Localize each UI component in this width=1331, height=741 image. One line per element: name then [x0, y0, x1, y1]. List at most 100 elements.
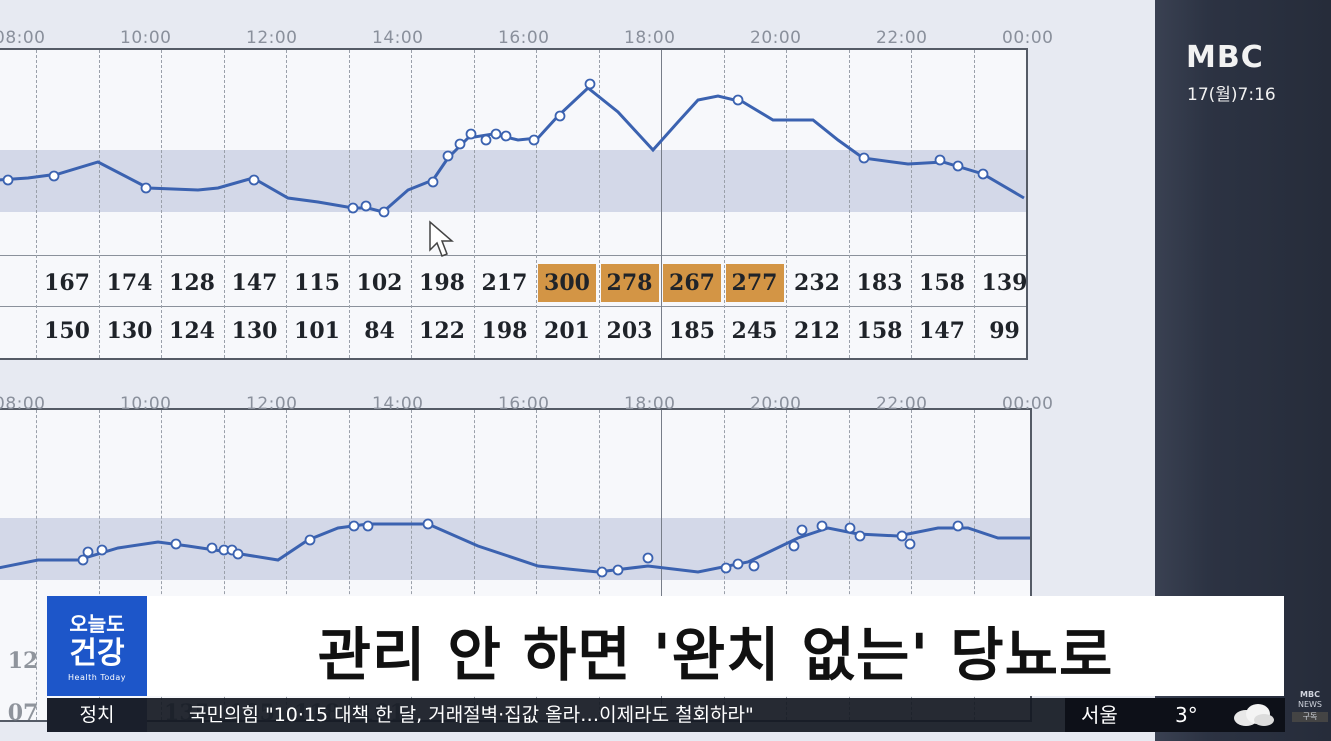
reading-dot [554, 110, 566, 122]
time-label: 00:00 [1002, 28, 1054, 48]
glucose-value-cell: 183 [856, 270, 903, 296]
glucose-value-cell: 174 [106, 270, 153, 296]
reading-dot [480, 134, 492, 146]
glucose-value-cell: 07 [7, 700, 39, 726]
time-label: 20:00 [750, 28, 802, 48]
reading-dot [347, 202, 359, 214]
glucose-value-cell: 130 [106, 318, 153, 344]
reading-dot [904, 538, 916, 550]
time-label: 16:00 [498, 28, 550, 48]
time-label: 10:00 [120, 394, 172, 414]
broadcast-clock: 17(월)7:16 [1187, 85, 1276, 105]
reading-dot [952, 160, 964, 172]
reading-dot [77, 554, 89, 566]
glucose-value-cell: 150 [44, 318, 90, 344]
grid-line [911, 50, 912, 358]
glucose-value-cell: 203 [606, 318, 653, 344]
glucose-value-cell: 12 [7, 648, 39, 674]
grid-line [598, 50, 600, 358]
reading-dot [248, 174, 260, 186]
glucose-value-cell: 158 [856, 318, 903, 344]
glucose-value-cell: 147 [919, 318, 965, 344]
reading-dot [934, 154, 946, 166]
reading-dot [82, 546, 94, 558]
grid-line [36, 410, 37, 720]
reading-dot [48, 170, 60, 182]
mbc-news-corner-logo: MBC NEWS 구독 [1292, 690, 1328, 728]
grid-line [661, 410, 662, 720]
corner-line2: NEWS [1297, 700, 1323, 709]
grid-line [661, 50, 662, 358]
reading-dot [642, 552, 654, 564]
grid-line [286, 50, 287, 358]
glucose-value-cell: 245 [731, 318, 778, 344]
mbc-logo: MBC [1186, 40, 1264, 75]
grid-line [911, 410, 912, 720]
time-label: 18:00 [624, 28, 676, 48]
reading-dot [422, 518, 434, 530]
grid-line [348, 50, 350, 358]
reading-dot [465, 128, 477, 140]
glucose-value-cell: 122 [419, 318, 465, 344]
glucose-value-cell: 277 [725, 264, 784, 302]
reading-dot [2, 174, 14, 186]
glucose-value-cell: 201 [544, 318, 590, 344]
corner-line1: MBC [1300, 690, 1320, 699]
grid-line [411, 410, 412, 720]
time-label: 10:00 [120, 28, 172, 48]
reading-dot [304, 534, 316, 546]
curve-line [0, 86, 1025, 214]
time-label: 12:00 [246, 394, 298, 414]
grid-line [473, 50, 475, 358]
reading-dot [952, 520, 964, 532]
reading-dot [360, 200, 372, 212]
reading-dot [454, 138, 466, 150]
glucose-value-cell: 147 [231, 270, 278, 296]
glucose-value-cell: 101 [294, 318, 340, 344]
segment-badge: 오늘도 건강 Health Today [47, 596, 147, 696]
glucose-value-cell: 102 [356, 270, 403, 296]
reading-dot [854, 530, 866, 542]
grid-line [848, 50, 850, 358]
reading-dot [140, 182, 152, 194]
reading-dot [720, 562, 732, 574]
reading-dot [858, 152, 870, 164]
glucose-value-cell: 128 [169, 270, 215, 296]
reading-dot [584, 78, 596, 90]
ticker-category: 정치 [47, 698, 147, 732]
glucose-value-cell: 8 [0, 264, 16, 302]
reading-dot [844, 522, 856, 534]
reading-dot [378, 206, 390, 218]
reading-dot [596, 566, 608, 578]
news-ticker: 국민의힘 "10·15 대책 한 달, 거래절벽·집값 올라…이제라도 철회하라… [147, 698, 1065, 732]
time-label: 22:00 [876, 394, 928, 414]
grid-line [786, 410, 787, 720]
reading-dot [490, 128, 502, 140]
grid-line [973, 410, 975, 720]
grid-line [348, 410, 350, 720]
reading-dot [612, 564, 624, 576]
grid-line [786, 50, 787, 358]
time-label: 00:00 [1002, 394, 1054, 414]
weather-city: 서울 [1081, 703, 1118, 727]
grid-line [848, 410, 850, 720]
reading-dot [442, 150, 454, 162]
reading-dot [788, 540, 800, 552]
glucose-value-cell: 300 [538, 264, 596, 302]
grid-line [973, 50, 975, 358]
reading-dot [528, 134, 540, 146]
upper-glucose-curve [0, 78, 1025, 218]
glucose-value-cell: 84 [364, 318, 395, 344]
mouse-cursor-icon [429, 220, 454, 257]
reading-dot [748, 560, 760, 572]
glucose-value-cell: 217 [481, 270, 528, 296]
time-label: 16:00 [498, 394, 550, 414]
reading-dot [796, 524, 808, 536]
reading-dot [427, 176, 439, 188]
time-label: 20:00 [750, 394, 802, 414]
weather-box: 서울 3° [1065, 698, 1285, 732]
reading-dot [977, 168, 989, 180]
lower-glucose-curve [0, 518, 1030, 578]
